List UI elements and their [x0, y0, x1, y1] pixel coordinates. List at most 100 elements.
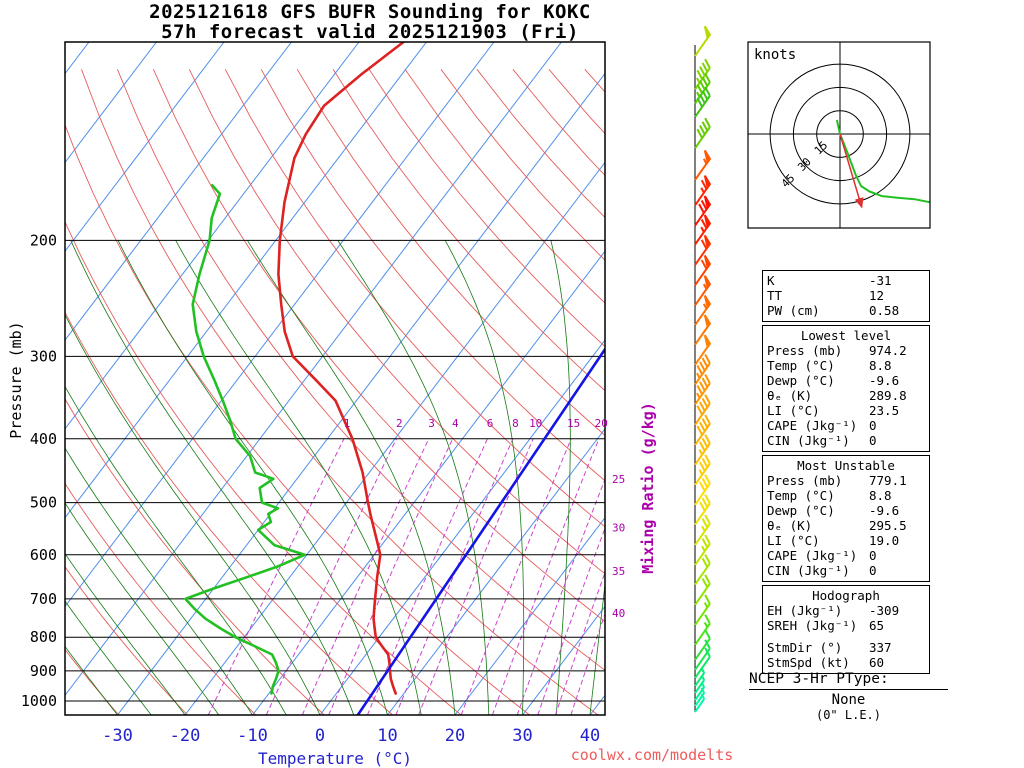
temperature-tick-label: 10: [377, 726, 397, 746]
storm-motion-arrow: [839, 133, 864, 209]
moist-adiabat-line: [589, 581, 605, 715]
stat-label: CAPE (Jkg⁻¹): [767, 548, 858, 563]
stat-label: StmDir (°): [767, 640, 843, 655]
isotherm-line: [65, 42, 157, 164]
stat-row: TT 12: [767, 288, 925, 303]
stat-label: CIN (Jkg⁻¹): [767, 563, 850, 578]
stats-section-header: Lowest level: [800, 328, 892, 343]
mixing-ratio-axis-label: Mixing Ratio (g/kg): [639, 402, 657, 574]
isotherm-line: [65, 42, 495, 608]
stat-label: Press (mb): [767, 473, 843, 488]
moist-adiabat-line: [247, 240, 456, 715]
mixing-ratio-label: 10: [529, 417, 542, 430]
dry-adiabat-line: [224, 69, 605, 528]
wind-barb: [694, 334, 712, 366]
hodograph-ring-label: 15: [812, 139, 831, 158]
stat-row: CIN (Jkg⁻¹) 0: [767, 563, 925, 578]
isotherm-line: [184, 161, 605, 715]
temperature-tick-label: 0: [315, 726, 325, 746]
mixing-ratio-line: [516, 477, 605, 715]
dry-adiabat-line: [368, 69, 605, 348]
temperature-axis-label: Temperature (°C): [257, 749, 413, 768]
moist-adiabat-line: [444, 240, 525, 715]
stat-value: 337: [869, 640, 892, 655]
mixing-ratio-line: [207, 438, 345, 715]
wind-barb: [694, 275, 712, 306]
wind-barb: [694, 534, 711, 566]
stat-row: EH (Jkg⁻¹) -309: [767, 603, 925, 618]
stat-value: 0.58: [869, 303, 900, 318]
pressure-axis-label: Pressure (mb): [7, 321, 25, 439]
chart-subtitle: 57h forecast valid 2025121903 (Fri): [161, 21, 579, 43]
stat-value: 19.0: [869, 533, 900, 548]
mixing-ratio-label: 30: [612, 521, 625, 534]
stat-value: 60: [869, 655, 885, 670]
stat-row: LI (°C) 23.5: [767, 403, 925, 418]
wind-barb: [694, 594, 711, 626]
moist-adiabat-line: [550, 240, 571, 715]
stat-value: 8.8: [869, 488, 892, 503]
stats-box-summary: K -31 TT 12 PW (cm) 0.58: [762, 270, 930, 322]
pressure-tick-label: 800: [30, 628, 57, 646]
stat-label: Temp (°C): [767, 358, 835, 373]
skewt-grid: [65, 42, 605, 715]
dry-adiabat-line: [188, 69, 605, 575]
stat-label: StmSpd (kt): [767, 655, 850, 670]
stat-label: K: [767, 273, 775, 288]
mixing-ratio-line: [554, 571, 605, 715]
wind-barb: [694, 214, 712, 246]
hodograph-wind-trace: [835, 119, 930, 204]
pressure-tick-label: 500: [30, 494, 57, 512]
moist-adiabat-line: [65, 600, 152, 715]
wind-barb: [694, 255, 712, 286]
stat-row: LI (°C) 19.0: [767, 533, 925, 548]
dry-adiabat-line: [81, 69, 599, 715]
skewt-diagram: 200 300 400 500 600 700 800 900 1000 -30 -20 -10 0 10…: [21, 41, 625, 746]
temperature-tick-label: -20: [170, 726, 201, 746]
dry-adiabat-line: [116, 69, 605, 671]
stat-row: SREH (Jkg⁻¹) 65: [767, 618, 925, 633]
temperature-tick-label: -10: [237, 726, 268, 746]
stat-row: StmSpd (kt) 60: [767, 655, 925, 670]
dry-adiabat-line: [65, 566, 188, 715]
dry-adiabat-line: [65, 311, 393, 715]
moist-adiabat-line: [337, 240, 490, 715]
stat-label: CAPE (Jkg⁻¹): [767, 418, 858, 433]
stat-label: CIN (Jkg⁻¹): [767, 433, 850, 448]
dry-adiabat-line: [65, 398, 325, 715]
wind-barb: [694, 195, 712, 227]
dewpoint-curve: [184, 184, 306, 695]
stat-value: 779.1: [869, 473, 907, 488]
wind-barb: [694, 474, 711, 506]
mixing-ratio-label: 35: [612, 565, 625, 578]
mixing-ratio-label: 8: [512, 417, 519, 430]
dry-adiabat-line: [65, 123, 530, 715]
stat-row: CAPE (Jkg⁻¹) 0: [767, 548, 925, 563]
mixing-ratio-label: 2: [396, 417, 403, 430]
plot-border: [64, 41, 606, 716]
stat-value: 295.5: [869, 518, 907, 533]
dry-adiabat-line: [296, 69, 605, 436]
isotherm-line: [65, 42, 360, 430]
mixing-ratio-label: 40: [612, 607, 625, 620]
stat-value: 0: [869, 548, 877, 563]
isotherm-line: [319, 339, 605, 715]
stats-section-header: Most Unstable: [797, 458, 895, 473]
mixing-ratio-line: [395, 438, 514, 715]
stat-label: Dewp (°C): [767, 503, 835, 518]
stats-box-hodograph: Hodograph EH (Jkg⁻¹) -309 SREH (Jkg⁻¹) 65 Stm…: [762, 585, 930, 674]
mixing-ratio-line: [460, 438, 572, 715]
stat-label: EH (Jkg⁻¹): [767, 603, 843, 618]
stats-box-most_unstable: Most Unstable Press (mb) 779.1 Temp (°C) 8.8…: [762, 455, 930, 582]
wind-barb: [694, 693, 706, 713]
stat-value: -9.6: [869, 503, 900, 518]
wind-barb: [694, 494, 711, 526]
wind-barb: [694, 175, 712, 206]
pressure-tick-label: 900: [30, 662, 57, 680]
stat-value: 23.5: [869, 403, 900, 418]
wind-barb: [694, 117, 711, 149]
temperature-tick-label: -30: [102, 726, 133, 746]
pressure-tick-label: 400: [30, 430, 57, 448]
